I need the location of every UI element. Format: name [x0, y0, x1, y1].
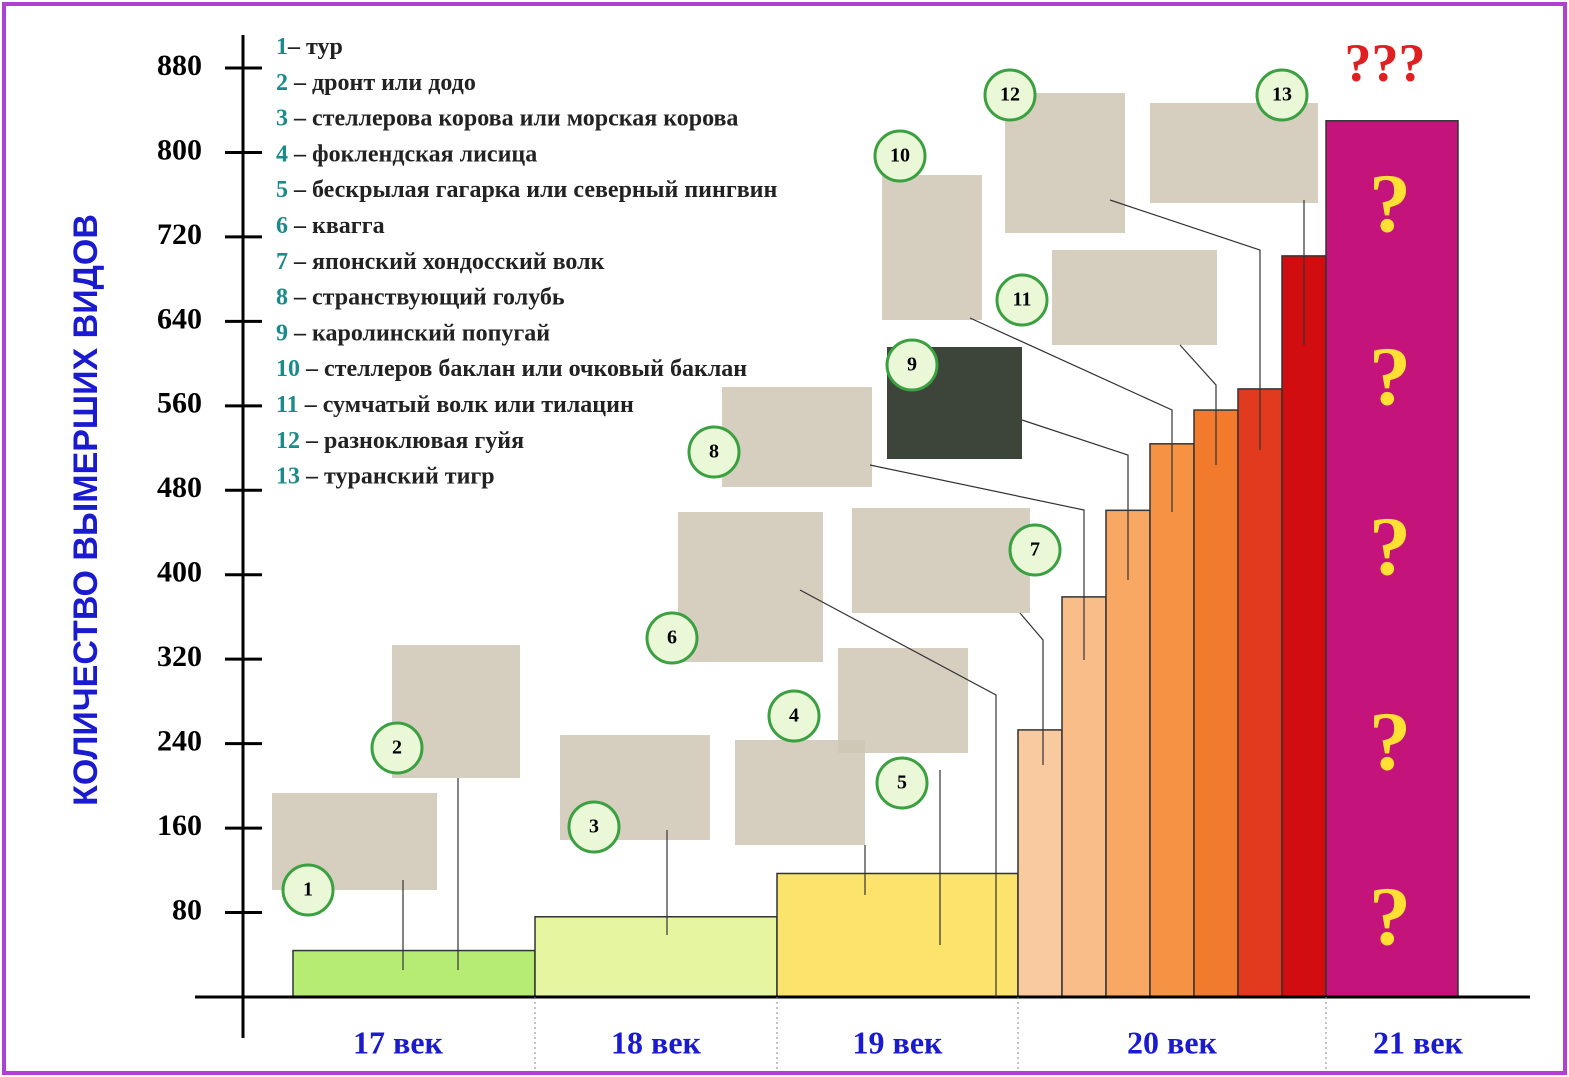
y-tick-label: 880: [157, 49, 202, 82]
legend-text: – стеллеров баклан или очковый баклан: [300, 356, 747, 382]
legend-text: – фоклендская лисица: [288, 141, 537, 167]
bar: [1282, 256, 1326, 997]
legend-number: 7: [276, 248, 288, 274]
badge-number: 4: [789, 705, 799, 727]
legend-number: 8: [276, 284, 288, 310]
legend-item: 9 – каролинский попугай: [276, 320, 550, 346]
legend-text: – японский хондосский волк: [288, 248, 605, 274]
legend-item: 6 – квагга: [276, 213, 385, 239]
y-tick-label: 240: [157, 725, 202, 758]
x-tick-label: 21 век: [1373, 1024, 1463, 1060]
bar: [1150, 444, 1194, 997]
legend-text: – сумчатый волк или тилацин: [299, 392, 634, 418]
badge-number: 8: [709, 441, 719, 463]
legend-number: 13: [276, 463, 300, 489]
legend-number: 1: [276, 34, 288, 60]
y-tick-label: 720: [157, 218, 202, 251]
badge-number: 7: [1030, 539, 1040, 561]
animal-picture: [735, 740, 865, 845]
legend-text: – разноклювая гуйя: [300, 427, 524, 453]
legend-item: 5 – бескрылая гагарка или северный пингв…: [276, 177, 778, 203]
badge-number: 6: [667, 627, 677, 649]
legend-text: – квагга: [288, 213, 385, 239]
legend-number: 3: [276, 105, 288, 131]
chart: КОЛИЧЕСТВО ВЫМЕРШИХ ВИДОВ 80 160 240 320 400…: [0, 0, 1569, 1077]
bar: [293, 951, 535, 997]
legend-item: 11 – сумчатый волк или тилацин: [276, 392, 634, 418]
bar: [1018, 730, 1062, 997]
y-tick-label: 480: [157, 471, 202, 504]
legend-item: 10 – стеллеров баклан или очковый баклан: [276, 356, 747, 382]
question-mark: ?: [1369, 870, 1411, 963]
legend-item: 4 – фоклендская лисица: [276, 141, 537, 167]
legend-text: – туранский тигр: [300, 463, 495, 489]
badge-number: 3: [589, 816, 599, 838]
legend-number: 12: [276, 427, 300, 453]
legend-item: 1– тур: [276, 34, 343, 60]
bar: [535, 917, 777, 997]
animal-picture: [882, 175, 982, 320]
y-tick-label: 320: [157, 640, 202, 673]
animal-picture: [722, 387, 872, 487]
legend-number: 2: [276, 69, 288, 95]
x-tick-label: 18 век: [611, 1024, 701, 1060]
question-mark: ?: [1369, 330, 1411, 423]
badge-number: 13: [1272, 84, 1292, 106]
legend-item: 12 – разноклювая гуйя: [276, 427, 524, 453]
question-mark: ?: [1369, 695, 1411, 788]
y-tick-label: 400: [157, 556, 202, 589]
legend-item: 13 – туранский тигр: [276, 463, 495, 489]
badge-number: 10: [890, 145, 910, 167]
bar: [1194, 410, 1238, 997]
y-tick-label: 80: [172, 893, 202, 926]
question-mark: ?: [1369, 157, 1411, 250]
legend-item: 7 – японский хондосский волк: [276, 248, 605, 274]
legend-text: – бескрылая гагарка или северный пингвин: [288, 177, 778, 203]
legend-text: – тур: [287, 34, 343, 60]
legend-item: 3 – стеллерова корова или морская корова: [276, 105, 738, 131]
legend-number: 11: [276, 392, 299, 418]
bar: [1238, 389, 1282, 997]
legend-item: 8 – странствующий голубь: [276, 284, 565, 310]
question-mark: ?: [1369, 500, 1411, 593]
legend-number: 9: [276, 320, 288, 346]
y-tick-label: 560: [157, 387, 202, 420]
badge-number: 5: [897, 772, 907, 794]
badge-number: 9: [907, 354, 917, 376]
x-tick-label: 17 век: [353, 1024, 443, 1060]
legend-text: – странствующий голубь: [288, 284, 565, 310]
y-tick-label: 800: [157, 133, 202, 166]
badge-number: 12: [1000, 84, 1020, 106]
x-tick-label: 20 век: [1127, 1024, 1217, 1060]
legend-item: 2 – дронт или додо: [276, 69, 476, 95]
bar: [1106, 510, 1150, 997]
animal-picture: [1052, 250, 1217, 345]
y-tick-label: 160: [157, 809, 202, 842]
animal-picture: [852, 508, 1030, 613]
animal-picture: [678, 512, 823, 662]
badge-number: 11: [1013, 289, 1032, 311]
x-tick-label: 19 век: [853, 1024, 943, 1060]
legend-number: 10: [276, 356, 300, 382]
legend-text: – каролинский попугай: [288, 320, 550, 346]
bar: [777, 873, 1018, 997]
legend-number: 6: [276, 213, 288, 239]
top-annotation: ???: [1345, 32, 1426, 92]
legend-number: 5: [276, 177, 288, 203]
y-tick-label: 640: [157, 302, 202, 335]
legend-text: – дронт или додо: [288, 69, 476, 95]
y-axis-label: КОЛИЧЕСТВО ВЫМЕРШИХ ВИДОВ: [67, 214, 105, 806]
badge-number: 2: [392, 737, 402, 759]
animal-picture: [838, 648, 968, 753]
legend-text: – стеллерова корова или морская корова: [288, 105, 738, 131]
legend-number: 4: [276, 141, 288, 167]
badge-number: 1: [303, 879, 313, 901]
